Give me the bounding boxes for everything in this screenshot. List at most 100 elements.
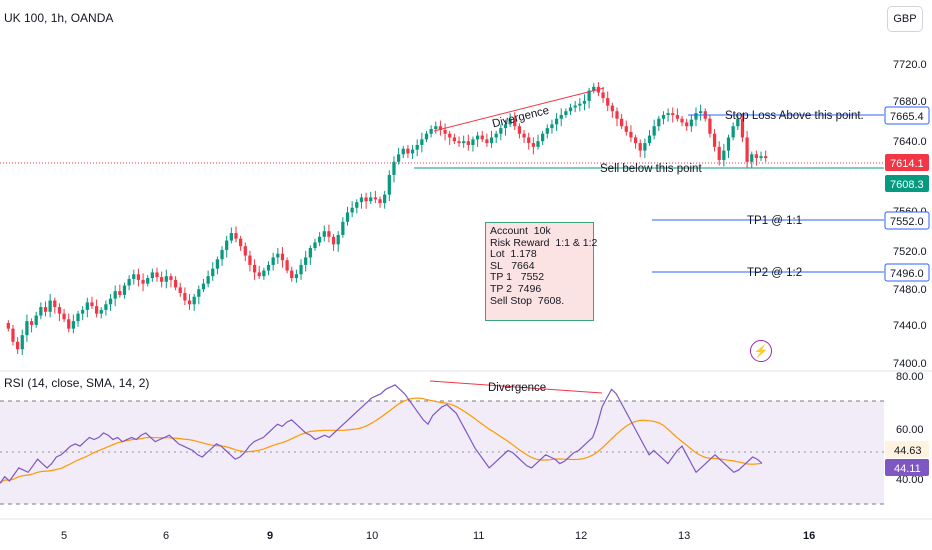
candle-body [345,212,350,222]
rsi-axis[interactable]: 80.00 60.00 40.00 44.63 44.11 [885,371,929,486]
candle-body [71,321,75,329]
candle-body [122,285,127,295]
candle-body [173,279,178,288]
current-price-tag: 7614.1 [885,154,929,171]
candle-body [364,197,368,202]
price-tick: 7640.0 [893,136,927,148]
candle-body [57,307,62,314]
candle-body [331,236,336,245]
candle-body [43,307,48,312]
candle-body [132,274,136,279]
candle-body [359,197,364,203]
candle-body [462,141,466,144]
symbol-title[interactable]: UK 100, 1h, OANDA [4,11,114,25]
candle-body [299,264,303,275]
candle-body [499,128,503,134]
svg-text:7552.0: 7552.0 [890,216,924,228]
candle-body [647,135,652,144]
candle-body [220,249,224,260]
time-label: 5 [61,530,67,542]
rsi-tick: 80.00 [896,371,924,383]
candle-body [150,272,154,279]
candle-body [257,272,261,277]
currency-button[interactable]: GBP [887,6,923,32]
candle-body [350,207,354,213]
price-tick: 7520.0 [893,246,927,258]
price-axis[interactable]: 7720.0 7680.0 7640.0 7560.0 7520.0 7480.… [884,59,930,370]
candle-body [759,156,763,159]
candle-body [406,148,410,154]
candle-body [554,118,559,125]
candle-body [290,270,294,279]
svg-text:7496.0: 7496.0 [890,268,924,280]
rsi-tick: 40.00 [896,474,924,486]
candle-body [94,306,99,314]
price-pane[interactable]: Divergence Stop Loss Above this point. S… [0,82,884,355]
candle-body [262,270,266,277]
candle-body [25,321,29,336]
candle-body [615,111,619,119]
rsi-tick: 60.00 [896,424,924,436]
candle-body [712,133,717,147]
candle-body [239,238,243,247]
candle-body [503,124,508,129]
svg-text:44.11: 44.11 [894,463,921,475]
candle-body [410,149,415,154]
rsi-sma-value-tag: 44.63 [885,441,929,458]
tp2-label: TP2 @ 1:2 [747,267,802,279]
candle-body [564,111,568,115]
candle-body [34,315,38,325]
candle-body [717,146,721,160]
candle-body [438,126,443,130]
info-line: Lot 1.178 [490,248,537,261]
candle-body [266,264,271,271]
candle-body [401,148,405,155]
candle-body [489,137,494,144]
candle-body [480,135,484,140]
stop-loss-price-tag: 7665.4 [884,106,930,125]
info-line: Risk Reward 1:1 & 1:2 [490,236,598,249]
candle-body [740,118,745,138]
candle-body [527,137,531,144]
candle-body [169,276,173,280]
candle-body [559,114,563,119]
candle-body [457,141,461,144]
stop-loss-label: Stop Loss Above this point. [725,110,864,122]
candle-body [327,231,331,237]
candle-body [146,278,150,284]
rsi-indicator-title[interactable]: RSI (14, close, SMA, 14, 2) [4,376,150,390]
candle-body [201,283,206,290]
candle-body [39,307,43,316]
candle-body [104,304,108,310]
tp2-price-tag: 7496.0 [884,263,930,282]
candle-body [420,139,424,145]
candle-body [466,141,470,145]
candle-body [592,86,596,91]
candle-body [20,335,24,350]
candle-body [99,309,103,314]
rsi-pane[interactable]: Divergence [0,380,884,505]
price-tick: 7480.0 [893,284,927,296]
candle-body [624,126,628,132]
time-axis[interactable]: 5 6 9 10 11 12 13 16 [0,518,932,542]
candle-body [285,260,289,271]
candle-body [726,137,731,151]
candle-body [90,302,94,307]
candle-body [294,274,299,279]
candle-body [568,107,573,112]
price-divergence-line [433,87,605,132]
candle-body [215,259,220,269]
time-label: 9 [267,530,273,542]
candle-body [271,257,275,265]
rsi-value-tag: 44.11 [885,459,929,476]
rsi-divergence-label: Divergence [488,382,546,394]
candle-body [429,129,433,134]
price-tick: 7680.0 [893,96,927,108]
candle-body [355,202,359,208]
sell-stop-price-tag: 7608.3 [885,175,929,192]
lightning-icon[interactable]: ⚡ [750,340,772,362]
candle-body [629,131,633,138]
info-line: TP 2 7496 [490,282,542,295]
candle-body [578,103,582,106]
